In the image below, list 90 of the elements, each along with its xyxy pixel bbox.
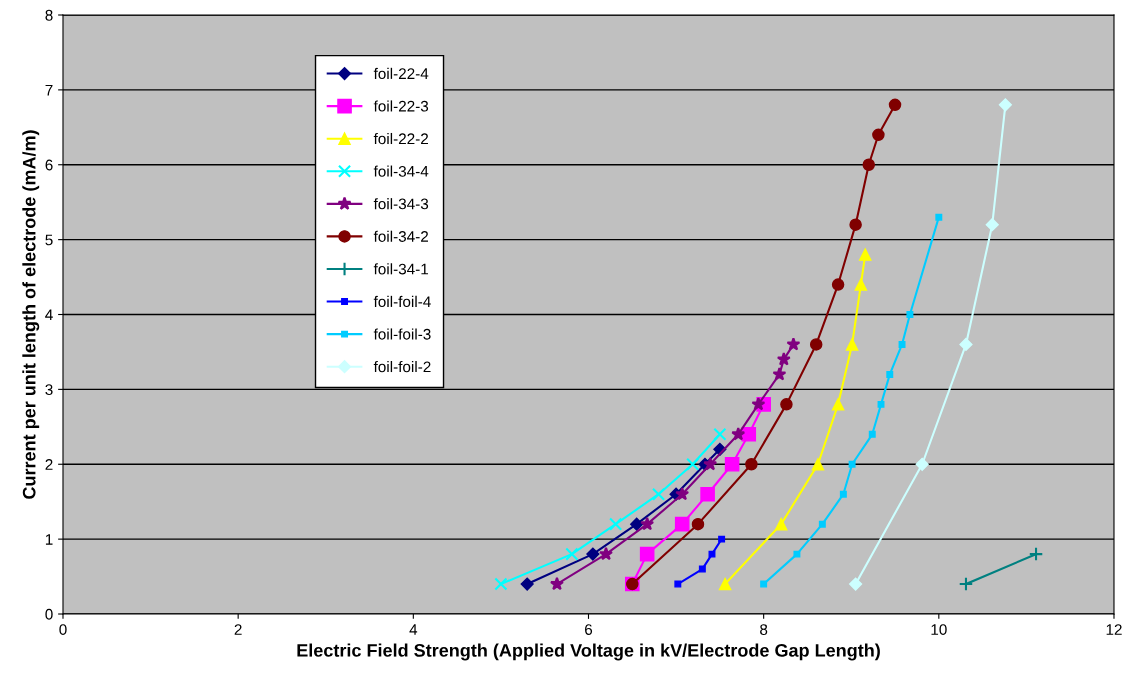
- legend-label: foil-22-2: [373, 132, 428, 145]
- legend-label: foil-34-4: [373, 165, 429, 177]
- point: [599, 546, 613, 561]
- x-tick-label: 10: [931, 624, 947, 635]
- point: [494, 577, 508, 591]
- x-tick-label: 8: [760, 624, 768, 635]
- y-tick-label: 2: [45, 459, 53, 470]
- point: [772, 367, 787, 381]
- point: [549, 576, 564, 591]
- point: [713, 427, 727, 441]
- point: [935, 213, 943, 221]
- point: [700, 486, 715, 502]
- point: [718, 535, 726, 543]
- point: [565, 547, 579, 561]
- point: [959, 337, 973, 352]
- point: [780, 398, 793, 411]
- y-tick-label: 8: [45, 9, 53, 21]
- legend-label: foil-34-1: [373, 263, 429, 275]
- point: [520, 577, 534, 591]
- point: [674, 580, 682, 588]
- point: [839, 490, 847, 498]
- point: [831, 278, 845, 291]
- point: [731, 427, 746, 441]
- point: [776, 352, 791, 366]
- point: [724, 456, 740, 472]
- point: [640, 516, 655, 531]
- x-tick-label: 0: [59, 624, 67, 635]
- point: [998, 98, 1012, 112]
- point: [831, 398, 845, 411]
- y-tick-label: 0: [45, 608, 53, 620]
- point: [915, 457, 929, 471]
- point: [793, 550, 801, 558]
- y-tick-label: 3: [45, 384, 53, 396]
- point: [854, 278, 868, 291]
- point: [774, 517, 788, 531]
- point: [718, 577, 732, 591]
- point: [886, 370, 894, 378]
- point: [811, 458, 825, 471]
- point: [586, 547, 600, 561]
- x-tick-label: 4: [409, 624, 418, 635]
- point: [698, 565, 706, 573]
- point: [872, 128, 885, 142]
- x-tick-label: 2: [234, 624, 242, 635]
- point: [818, 520, 826, 528]
- point: [609, 517, 623, 531]
- legend-label: foil-22-3: [373, 100, 429, 112]
- x-tick-label: 6: [585, 624, 593, 635]
- point: [745, 458, 758, 471]
- point: [741, 427, 757, 442]
- x-axis-title: Electric Field Strength (Applied Voltage in kV/Electrode Gap Length): [297, 643, 880, 661]
- point: [848, 460, 856, 468]
- legend-label: foil-foil-2: [373, 360, 431, 373]
- x-tick-label: 12: [1106, 624, 1122, 635]
- point: [786, 337, 801, 351]
- point: [674, 516, 690, 532]
- point: [651, 487, 666, 501]
- point: [888, 98, 902, 112]
- point: [958, 576, 974, 592]
- point: [868, 430, 876, 438]
- point: [859, 248, 872, 261]
- point: [639, 546, 655, 562]
- point: [751, 397, 766, 411]
- point: [906, 311, 914, 318]
- y-tick-label: 6: [45, 159, 53, 171]
- point: [708, 550, 716, 558]
- point: [845, 338, 859, 351]
- point: [877, 400, 885, 408]
- legend-label: foil-foil-3: [373, 328, 431, 340]
- point: [675, 486, 690, 501]
- point: [862, 158, 876, 172]
- point: [703, 456, 718, 471]
- point: [849, 577, 863, 591]
- point: [898, 340, 906, 348]
- point: [985, 218, 999, 232]
- point: [809, 338, 823, 351]
- y-axis-title: Current per unit length of electrode (mA/m): [22, 130, 40, 499]
- point: [760, 580, 768, 588]
- point: [630, 517, 644, 531]
- legend-label: foil-34-2: [373, 230, 428, 242]
- legend-label: foil-foil-4: [373, 295, 431, 308]
- y-tick-label: 4: [45, 309, 53, 321]
- point: [849, 218, 862, 231]
- point: [686, 457, 700, 471]
- legend-label: foil-34-3: [373, 198, 429, 210]
- y-tick-label: 7: [45, 84, 53, 96]
- y-tick-label: 5: [45, 234, 53, 246]
- point: [691, 517, 705, 531]
- legend-label: foil-22-4: [373, 67, 429, 80]
- point: [1028, 546, 1044, 562]
- y-tick-label: 1: [45, 534, 53, 545]
